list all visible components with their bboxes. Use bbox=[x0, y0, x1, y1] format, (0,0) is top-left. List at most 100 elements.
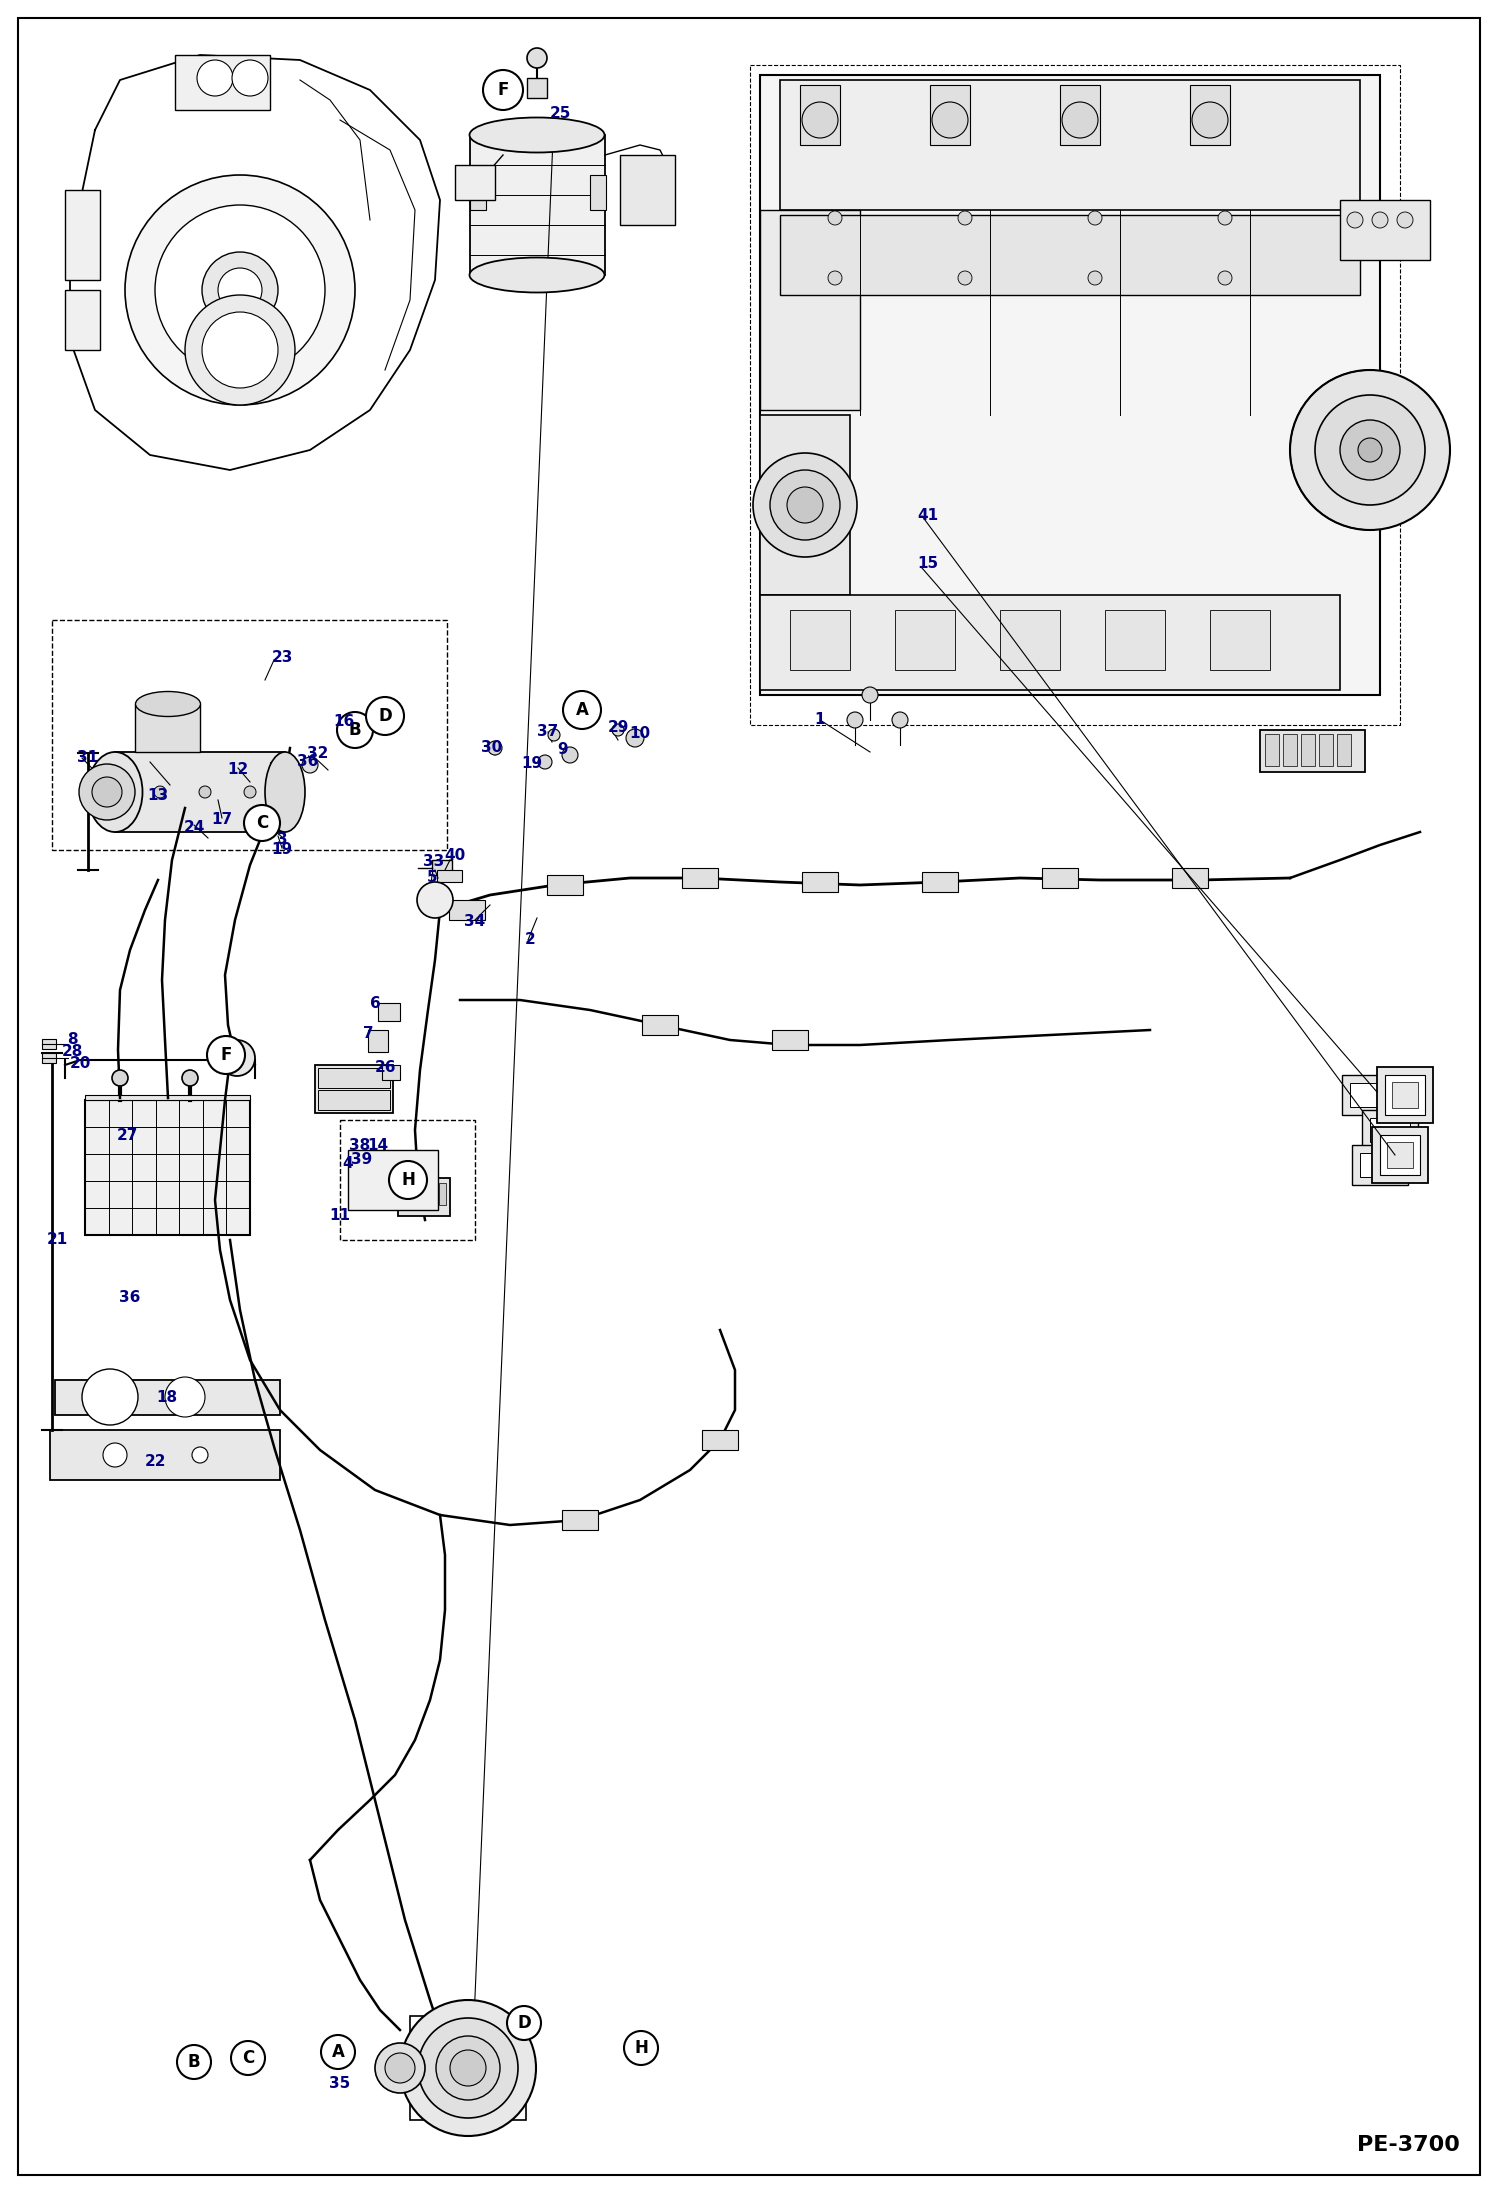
Bar bbox=[470, 175, 485, 211]
Circle shape bbox=[231, 2042, 265, 2075]
Circle shape bbox=[82, 1368, 138, 1425]
Bar bbox=[590, 175, 607, 211]
Bar bbox=[439, 1182, 446, 1204]
Bar bbox=[318, 1068, 389, 1088]
Text: 4: 4 bbox=[343, 1156, 354, 1171]
Circle shape bbox=[861, 686, 878, 704]
Bar bbox=[703, 1430, 739, 1450]
Text: 19: 19 bbox=[521, 757, 542, 772]
Text: A: A bbox=[331, 2044, 345, 2061]
Bar bbox=[780, 215, 1360, 296]
Circle shape bbox=[1341, 421, 1401, 480]
Bar bbox=[1001, 610, 1061, 671]
Circle shape bbox=[165, 1377, 205, 1417]
Circle shape bbox=[1218, 272, 1231, 285]
Bar bbox=[921, 873, 959, 893]
Circle shape bbox=[321, 2035, 355, 2068]
Text: B: B bbox=[349, 721, 361, 739]
Text: 22: 22 bbox=[144, 1454, 166, 1469]
Bar bbox=[1392, 1081, 1419, 1107]
Bar bbox=[1282, 735, 1297, 765]
Circle shape bbox=[385, 2053, 415, 2083]
Bar bbox=[800, 86, 840, 145]
Bar bbox=[382, 1066, 400, 1079]
Bar bbox=[759, 211, 860, 410]
Circle shape bbox=[79, 763, 135, 820]
Text: 37: 37 bbox=[538, 724, 559, 739]
Bar bbox=[115, 752, 285, 831]
Circle shape bbox=[219, 1039, 255, 1077]
Circle shape bbox=[538, 754, 551, 770]
Bar bbox=[1264, 735, 1279, 765]
Text: H: H bbox=[401, 1171, 415, 1189]
Text: 19: 19 bbox=[271, 842, 292, 857]
Text: 3: 3 bbox=[277, 833, 288, 846]
Circle shape bbox=[192, 1447, 208, 1463]
Circle shape bbox=[112, 1070, 127, 1086]
Bar bbox=[1338, 735, 1351, 765]
Circle shape bbox=[891, 713, 908, 728]
Circle shape bbox=[1218, 211, 1231, 226]
Circle shape bbox=[1062, 103, 1098, 138]
Text: 32: 32 bbox=[307, 746, 328, 761]
Bar bbox=[547, 875, 583, 895]
Bar bbox=[64, 289, 100, 351]
Bar bbox=[42, 1039, 55, 1048]
Circle shape bbox=[959, 272, 972, 285]
Text: 16: 16 bbox=[334, 715, 355, 730]
Bar bbox=[430, 1182, 437, 1204]
Circle shape bbox=[449, 2050, 485, 2086]
Ellipse shape bbox=[135, 691, 201, 717]
Bar bbox=[759, 75, 1380, 695]
Bar bbox=[412, 1182, 419, 1204]
Circle shape bbox=[219, 268, 262, 311]
Text: 14: 14 bbox=[367, 1138, 388, 1154]
Text: D: D bbox=[377, 706, 392, 726]
Bar bbox=[759, 594, 1341, 691]
Bar bbox=[562, 1511, 598, 1531]
Circle shape bbox=[770, 469, 840, 539]
Circle shape bbox=[1347, 213, 1363, 228]
Bar bbox=[431, 860, 452, 875]
Text: 10: 10 bbox=[629, 726, 650, 741]
Bar bbox=[1342, 1075, 1398, 1114]
Text: 13: 13 bbox=[147, 787, 169, 803]
Bar bbox=[348, 1149, 437, 1211]
Circle shape bbox=[625, 2031, 658, 2066]
Text: C: C bbox=[241, 2048, 255, 2068]
Bar bbox=[55, 1379, 280, 1414]
Text: 35: 35 bbox=[330, 2075, 351, 2090]
Bar bbox=[369, 1031, 388, 1053]
Circle shape bbox=[527, 48, 547, 68]
Text: 17: 17 bbox=[211, 811, 232, 827]
Circle shape bbox=[374, 2044, 425, 2092]
Circle shape bbox=[801, 103, 837, 138]
Text: 38: 38 bbox=[349, 1138, 370, 1154]
Bar bbox=[894, 610, 956, 671]
Bar bbox=[85, 1094, 250, 1101]
Bar bbox=[1043, 868, 1079, 888]
Text: 11: 11 bbox=[330, 1208, 351, 1222]
Bar bbox=[620, 156, 676, 226]
Text: 21: 21 bbox=[46, 1232, 67, 1248]
Bar bbox=[398, 1178, 449, 1215]
Circle shape bbox=[177, 2046, 211, 2079]
Circle shape bbox=[563, 691, 601, 728]
Bar bbox=[1353, 1145, 1408, 1184]
Bar bbox=[340, 1121, 475, 1239]
Text: 33: 33 bbox=[424, 855, 445, 868]
Bar bbox=[801, 873, 837, 893]
Bar bbox=[135, 704, 201, 752]
Text: 23: 23 bbox=[271, 651, 292, 664]
Circle shape bbox=[198, 59, 234, 96]
Bar bbox=[1061, 86, 1100, 145]
Circle shape bbox=[199, 785, 211, 798]
Circle shape bbox=[1398, 213, 1413, 228]
Bar bbox=[1372, 1127, 1428, 1182]
Bar bbox=[682, 868, 718, 888]
Circle shape bbox=[416, 882, 452, 919]
Bar bbox=[1350, 1083, 1390, 1107]
Circle shape bbox=[932, 103, 968, 138]
Circle shape bbox=[828, 211, 842, 226]
Circle shape bbox=[562, 748, 578, 763]
